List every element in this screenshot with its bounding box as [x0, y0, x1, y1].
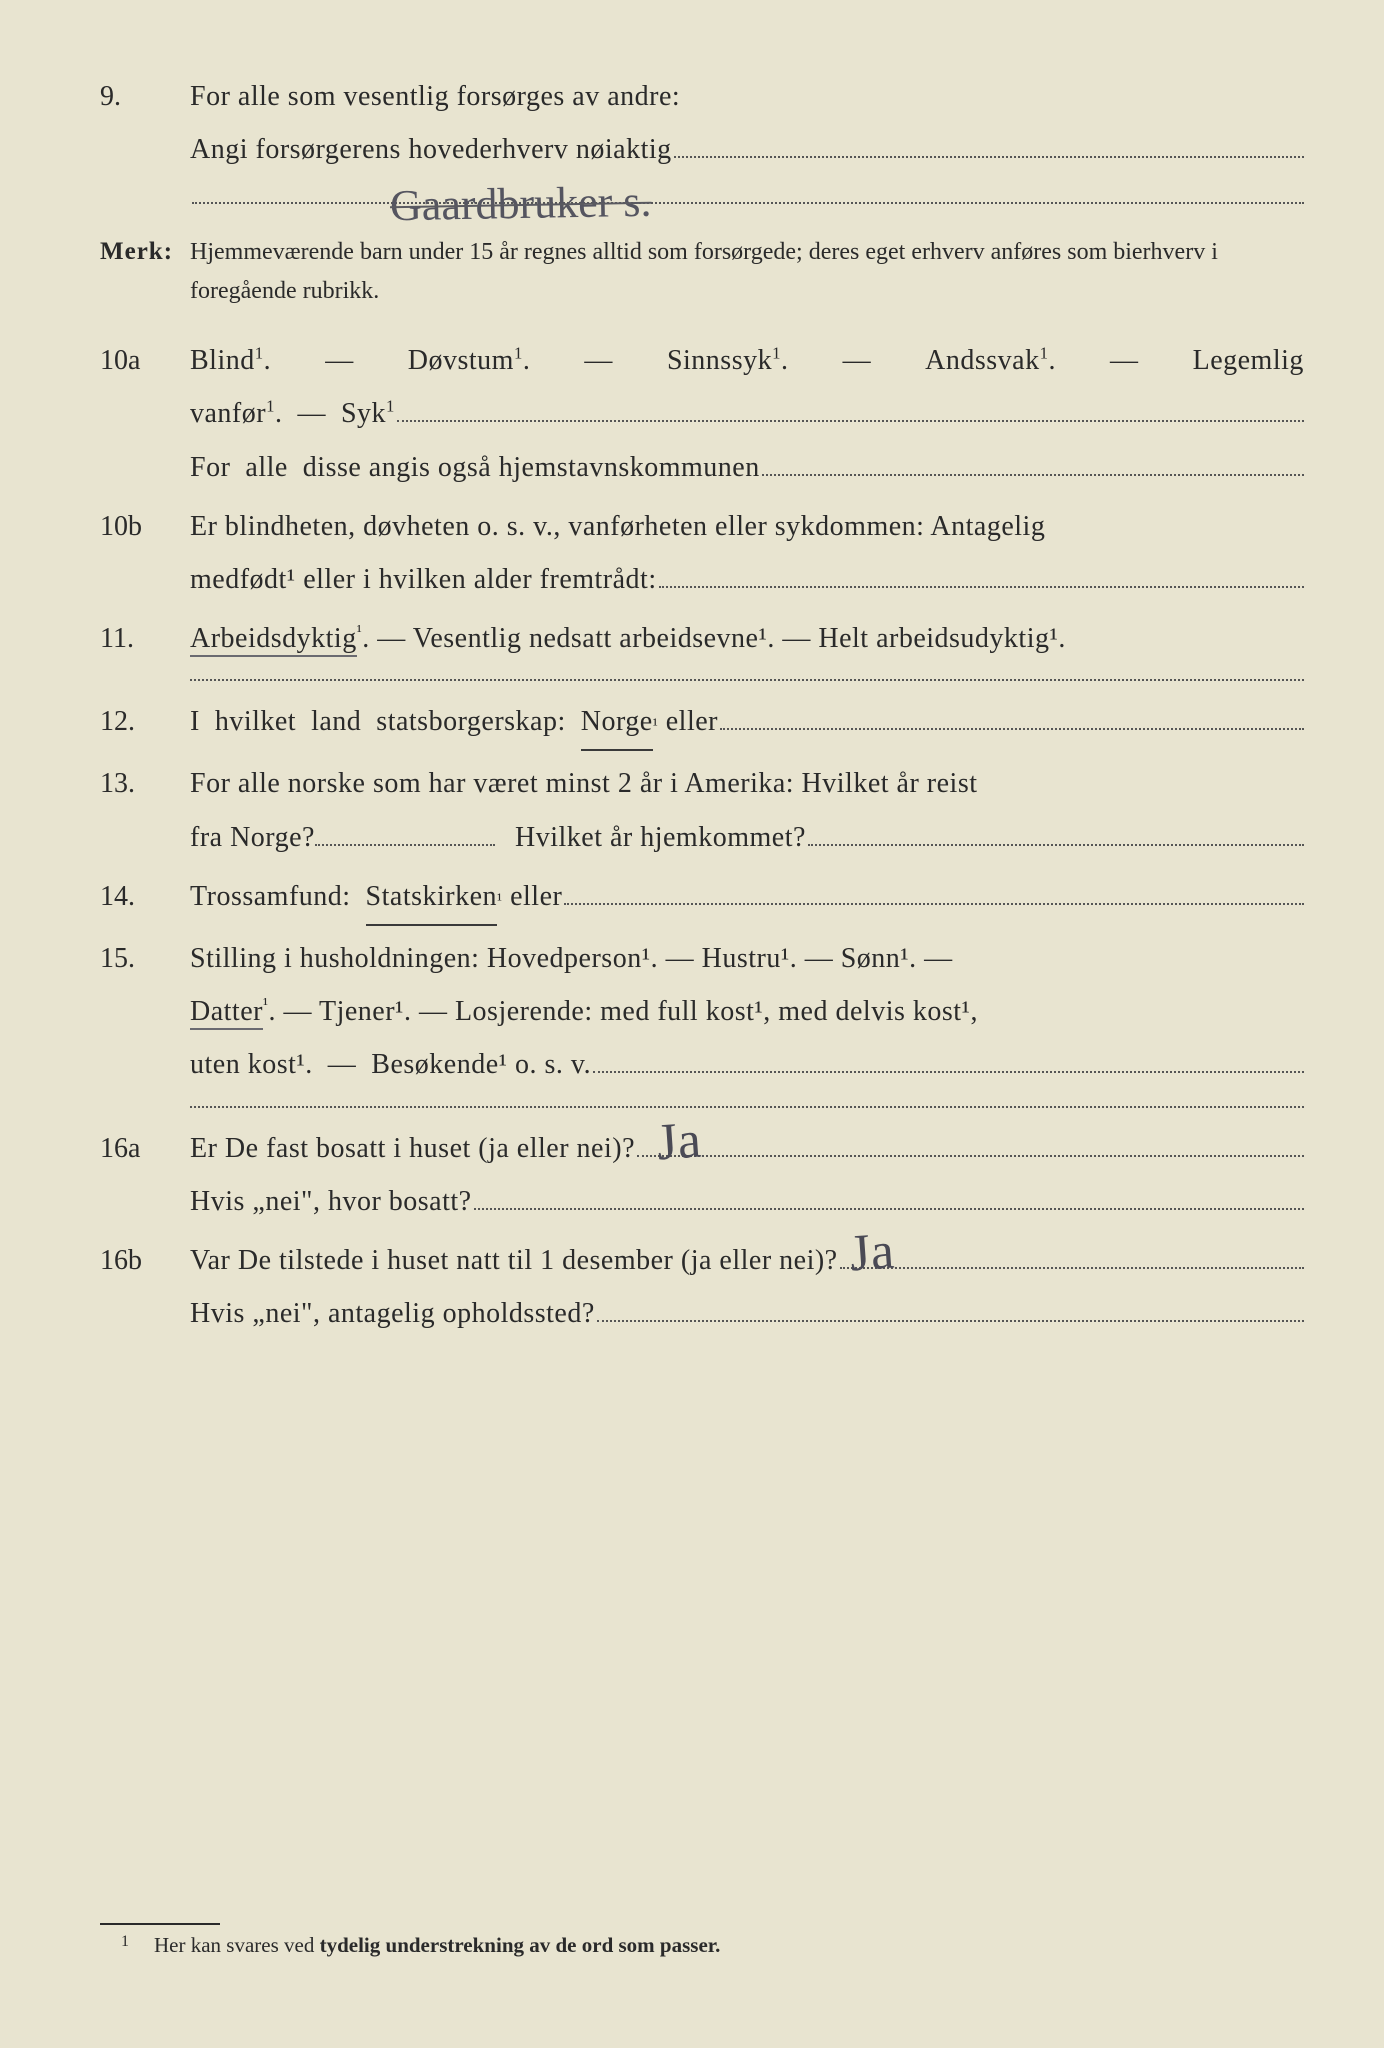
q13-number: 13. — [100, 757, 190, 810]
q15-underlined: Datter — [190, 996, 263, 1030]
q12-fill — [720, 703, 1304, 730]
q16b-handwritten-answer: Ja — [846, 1202, 897, 1304]
q15-line3: uten kost¹. — Besøkende¹ o. s. v. — [190, 1038, 591, 1091]
q9-fill2 — [192, 176, 1304, 203]
q12-number: 12. — [100, 695, 190, 748]
q16a-handwritten-answer: Ja — [654, 1092, 705, 1194]
q10b-body: Er blindheten, døvheten o. s. v., vanfør… — [190, 500, 1304, 606]
q16b-line1-row: Var De tilstede i huset natt til 1 desem… — [190, 1234, 1304, 1287]
q9-handwritten-answer: Gaardbruker s. — [390, 176, 652, 232]
question-10b: 10b Er blindheten, døvheten o. s. v., va… — [100, 500, 1304, 606]
q16a-body: Er De fast bosatt i huset (ja eller nei)… — [190, 1122, 1304, 1228]
q10a-fill2 — [762, 448, 1304, 475]
q9-line2: Angi forsørgerens hovederhverv nøiaktig — [190, 123, 672, 176]
q15-line3-row: uten kost¹. — Besøkende¹ o. s. v. — [190, 1038, 1304, 1091]
question-11: 11. Arbeidsdyktig¹. — Vesentlig nedsatt … — [100, 612, 1304, 665]
q10a-body: Blind1.—Døvstum1.—Sinnssyk1.—Andssvak1.—… — [190, 334, 1304, 494]
q14-underlined: Statskirken — [366, 870, 498, 926]
q16a-question: Er De fast bosatt i huset (ja eller nei)… — [190, 1122, 635, 1175]
q10b-number: 10b — [100, 500, 190, 553]
q16a-fill: Ja — [637, 1129, 1304, 1156]
merk-note: Merk: Hjemmeværende barn under 15 år reg… — [100, 228, 1304, 310]
q13-line2-row: fra Norge? Hvilket år hjemkommet? — [190, 811, 1304, 864]
q13-body: For alle norske som har været minst 2 år… — [190, 757, 1304, 863]
q16a-line2-row: Hvis „nei", hvor bosatt? — [190, 1175, 1304, 1228]
q9-line2-row: Angi forsørgerens hovederhverv nøiaktig — [190, 123, 1304, 176]
q13-line1: For alle norske som har været minst 2 år… — [190, 757, 1304, 810]
q10a-line2: vanfør1. — Syk1 — [190, 387, 395, 440]
q10a-line3-row: For alle disse angis også hjemstavnskomm… — [190, 441, 1304, 494]
q16b-question: Var De tilstede i huset natt til 1 desem… — [190, 1234, 838, 1287]
q16b-number: 16b — [100, 1234, 190, 1287]
q9-body: For alle som vesentlig forsørges av andr… — [190, 70, 1304, 222]
divider-after-15 — [190, 1106, 1304, 1108]
q14-body: Trossamfund: Statskirken¹ eller — [190, 870, 1304, 926]
q10a-line2-row: vanfør1. — Syk1 — [190, 387, 1304, 440]
q15-body: Stilling i husholdningen: Hovedperson¹. … — [190, 932, 1304, 1092]
footnote-row: 1 Her kan svares ved tydelig understrekn… — [100, 1933, 1304, 1958]
merk-label: Merk: — [100, 228, 190, 276]
question-9: 9. For alle som vesentlig forsørges av a… — [100, 70, 1304, 222]
q11-underlined: Arbeidsdyktig — [190, 623, 357, 657]
footnote: 1 Her kan svares ved tydelig understrekn… — [100, 1923, 1304, 1958]
question-12: 12. I hvilket land statsborgerskap: Norg… — [100, 695, 1304, 751]
q9-fill — [674, 131, 1304, 158]
q11-rest: . — Vesentlig nedsatt arbeidsevne¹. — He… — [362, 623, 1066, 654]
q10b-line1: Er blindheten, døvheten o. s. v., vanfør… — [190, 500, 1304, 553]
q16b-body: Var De tilstede i huset natt til 1 desem… — [190, 1234, 1304, 1340]
q16a-number: 16a — [100, 1122, 190, 1175]
q9-hw-row — [190, 176, 1304, 222]
q14-number: 14. — [100, 870, 190, 923]
q15-line1: Stilling i husholdningen: Hovedperson¹. … — [190, 932, 1304, 985]
q14-pre: Trossamfund: — [190, 870, 366, 923]
q13-fill2 — [808, 818, 1304, 845]
q13-line2b: Hvilket år hjemkommet? — [515, 811, 806, 864]
question-13: 13. For alle norske som har været minst … — [100, 757, 1304, 863]
q14-post: eller — [503, 870, 563, 923]
q10a-number: 10a — [100, 334, 190, 387]
footnote-text: Her kan svares ved tydelig understreknin… — [154, 1933, 720, 1957]
q15-line2-rest: . — Tjener¹. — Losjerende: med full kost… — [269, 996, 978, 1027]
q12-body: I hvilket land statsborgerskap: Norge¹ e… — [190, 695, 1304, 751]
question-14: 14. Trossamfund: Statskirken¹ eller — [100, 870, 1304, 926]
q10b-line2-row: medfødt¹ eller i hvilken alder fremtrådt… — [190, 553, 1304, 606]
census-form-page: 9. For alle som vesentlig forsørges av a… — [0, 0, 1384, 2048]
q16b-fill2 — [597, 1295, 1304, 1322]
q16b-line2: Hvis „nei", antagelig opholdssted? — [190, 1287, 595, 1340]
q9-number: 9. — [100, 70, 190, 123]
q16a-line1-row: Er De fast bosatt i huset (ja eller nei)… — [190, 1122, 1304, 1175]
q16b-line2-row: Hvis „nei", antagelig opholdssted? — [190, 1287, 1304, 1340]
q10a-line1: Blind1.—Døvstum1.—Sinnssyk1.—Andssvak1.—… — [190, 334, 1304, 387]
q15-number: 15. — [100, 932, 190, 985]
q13-fill1 — [315, 816, 495, 846]
q10b-line2: medfødt¹ eller i hvilken alder fremtrådt… — [190, 553, 657, 606]
footnote-number: 1 — [100, 1933, 150, 1951]
q13-line2a: fra Norge? — [190, 811, 315, 864]
question-16b: 16b Var De tilstede i huset natt til 1 d… — [100, 1234, 1304, 1340]
question-15: 15. Stilling i husholdningen: Hovedperso… — [100, 932, 1304, 1092]
q15-fill — [593, 1046, 1304, 1073]
merk-text: Hjemmeværende barn under 15 år regnes al… — [190, 233, 1304, 310]
q10a-fill — [397, 395, 1304, 422]
footnote-rule — [100, 1923, 220, 1925]
q9-line1: For alle som vesentlig forsørges av andr… — [190, 70, 1304, 123]
question-16a: 16a Er De fast bosatt i huset (ja eller … — [100, 1122, 1304, 1228]
q11-number: 11. — [100, 612, 190, 665]
q16a-line2: Hvis „nei", hvor bosatt? — [190, 1175, 472, 1228]
q14-fill — [564, 878, 1304, 905]
q12-underlined: Norge — [581, 695, 653, 751]
q15-line2: Datter¹. — Tjener¹. — Losjerende: med fu… — [190, 985, 1304, 1038]
q10a-line3: For alle disse angis også hjemstavnskomm… — [190, 441, 760, 494]
question-10a: 10a Blind1.—Døvstum1.—Sinnssyk1.—Andssva… — [100, 334, 1304, 494]
q11-body: Arbeidsdyktig¹. — Vesentlig nedsatt arbe… — [190, 612, 1304, 665]
q16b-fill: Ja — [840, 1242, 1304, 1269]
q12-post: eller — [658, 695, 718, 748]
q10b-fill — [659, 561, 1304, 588]
divider-after-11 — [190, 679, 1304, 681]
q12-pre: I hvilket land statsborgerskap: — [190, 695, 581, 748]
